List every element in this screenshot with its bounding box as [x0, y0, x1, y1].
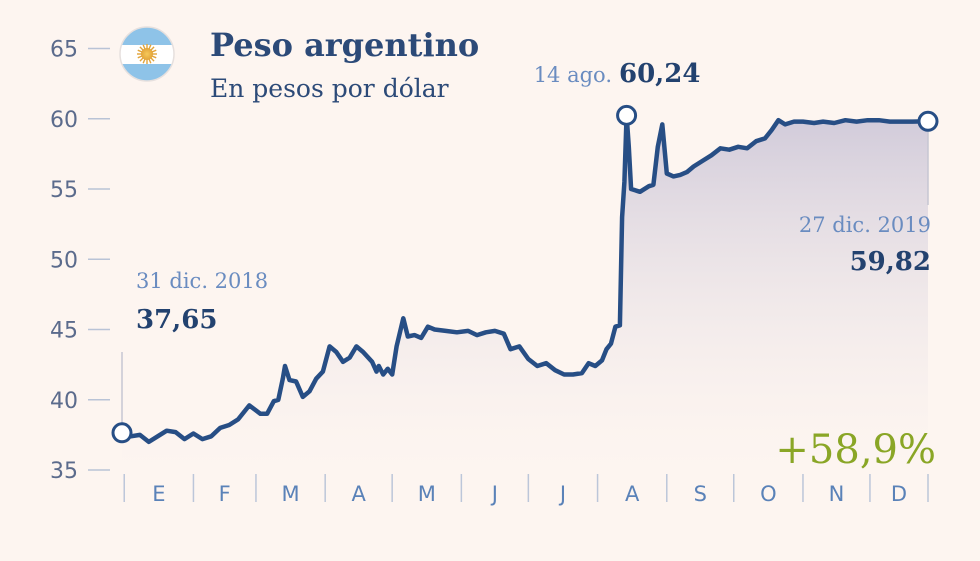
- point-markers: [111, 104, 939, 444]
- annotation-end-value: 59,82: [850, 247, 931, 277]
- chart-title: Peso argentino: [210, 26, 479, 64]
- annotation-marker: [917, 110, 939, 132]
- y-tick-label: 60: [50, 108, 78, 133]
- annotation-peak-date: 14 ago.: [534, 63, 612, 87]
- month-label: M: [418, 482, 436, 506]
- y-tick-label: 35: [50, 459, 78, 484]
- y-tick-label: 45: [50, 319, 78, 344]
- month-label: J: [490, 482, 498, 506]
- month-label: A: [351, 482, 366, 506]
- month-label: D: [891, 482, 907, 506]
- month-label: A: [625, 482, 640, 506]
- series-line: [119, 113, 931, 445]
- y-tick-label: 50: [50, 248, 78, 273]
- argentina-flag-icon: [119, 26, 175, 82]
- month-label: E: [152, 482, 165, 506]
- month-label: O: [760, 482, 777, 506]
- month-label: J: [558, 482, 566, 506]
- y-grid: [88, 47, 110, 471]
- annotation-end-date: 27 dic. 2019: [799, 213, 931, 237]
- month-label: S: [694, 482, 707, 506]
- chart-subtitle: En pesos por dólar: [210, 74, 449, 103]
- y-tick-label: 55: [50, 178, 78, 203]
- change-percent: +58,9%: [775, 427, 936, 473]
- area-fill: [122, 115, 928, 471]
- y-tick-label: 40: [50, 389, 78, 414]
- month-label: N: [829, 482, 845, 506]
- y-tick-label: 65: [50, 38, 78, 63]
- annotation-peak-value: 60,24: [619, 59, 700, 89]
- month-label: M: [282, 482, 300, 506]
- month-label: F: [219, 482, 231, 506]
- y-axis-ticks: 35 40 45 50 55 60 65: [50, 38, 78, 485]
- annotation-start-value: 37,65: [136, 305, 217, 335]
- annotation-start-date: 31 dic. 2018: [136, 269, 268, 293]
- annotation-marker: [111, 422, 133, 444]
- annotation-marker: [616, 104, 638, 126]
